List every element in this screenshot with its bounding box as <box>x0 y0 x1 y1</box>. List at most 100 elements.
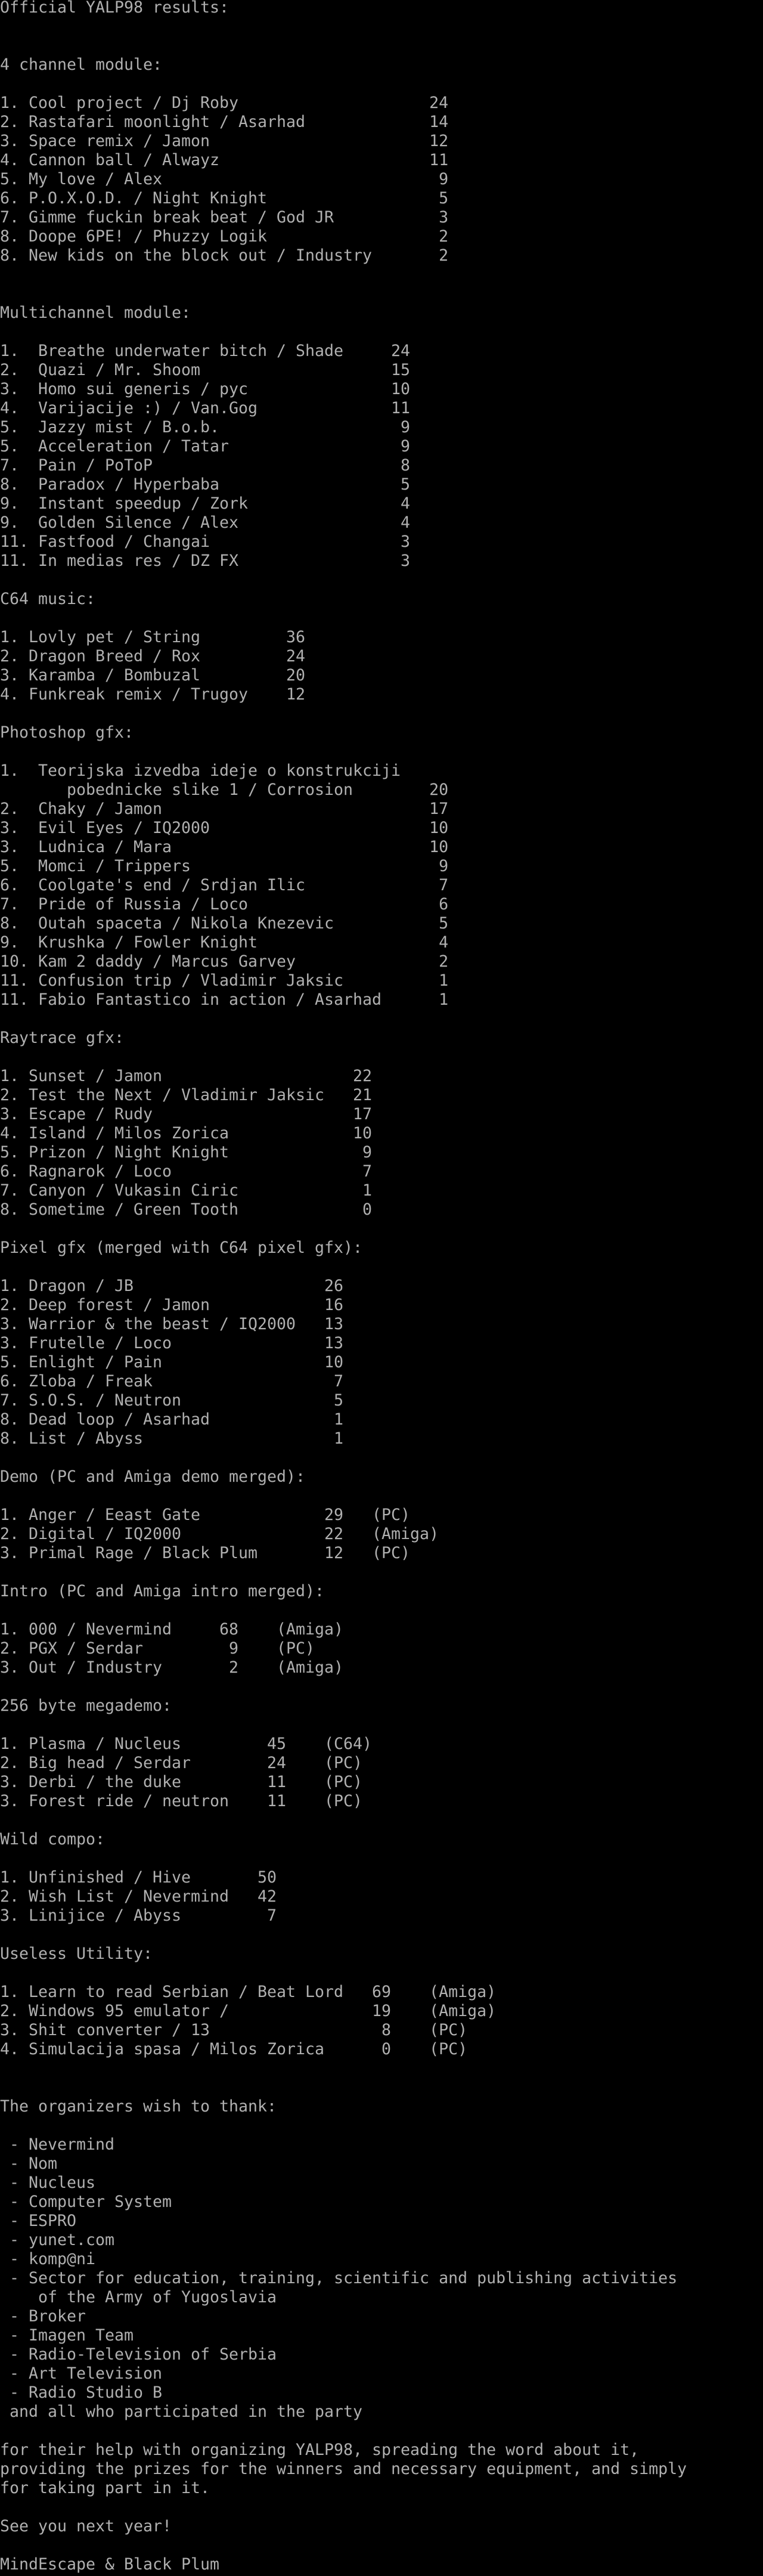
result-row: 4. Cannon ball / Alwayz 11 <box>0 151 449 169</box>
result-row: 9. Krushka / Fowler Knight 4 <box>0 933 449 952</box>
section-heading: Useless Utility: <box>0 1945 153 1963</box>
blank-line <box>0 284 763 304</box>
result-row: 2. PGX / Serdar 9 (PC) <box>0 1639 315 1658</box>
thanks-item: - Sector for education, training, scient… <box>0 2269 678 2287</box>
result-row: 8. New kids on the block out / Industry … <box>0 246 449 265</box>
paragraph-line: providing the prizes for the winners and… <box>0 2460 687 2478</box>
blank-line <box>0 1601 763 1620</box>
result-row: 6. Ragnarok / Loco 7 <box>0 1162 373 1181</box>
thanks-item: - Broker <box>0 2307 86 2326</box>
blank-line <box>0 2059 763 2078</box>
result-row: 8. Dead loop / Asarhad 1 <box>0 1410 344 1429</box>
result-row: 6. Zloba / Freak 7 <box>0 1372 344 1391</box>
section-heading: Intro (PC and Amiga intro merged): <box>0 1582 325 1600</box>
thanks-item: - Computer System <box>0 2193 172 2211</box>
paragraph-line: for their help with organizing YALP98, s… <box>0 2441 640 2459</box>
blank-line <box>0 2422 763 2441</box>
result-row: 6. Coolgate's end / Srdjan Ilic 7 <box>0 876 449 894</box>
result-row: 1. Sunset / Jamon 22 <box>0 1067 373 1085</box>
result-row: 1. Breathe underwater bitch / Shade 24 <box>0 342 411 360</box>
result-row: 1. Learn to read Serbian / Beat Lord 69 … <box>0 1983 497 2001</box>
result-row: 3. Warrior & the beast / IQ2000 13 <box>0 1315 344 1333</box>
result-row: 7. Gimme fuckin break beat / God JR 3 <box>0 208 449 227</box>
blank-line <box>0 1010 763 1029</box>
blank-line <box>0 571 763 590</box>
thanks-item: - Nom <box>0 2154 58 2173</box>
thanks-item: - Radio-Television of Serbia <box>0 2345 277 2364</box>
result-row: 3. Linijice / Abyss 7 <box>0 1906 277 1925</box>
result-row: 5. My love / Alex 9 <box>0 170 449 188</box>
result-row: 3. Evil Eyes / IQ2000 10 <box>0 819 449 837</box>
thanks-item: - komp@ni <box>0 2250 96 2268</box>
thanks-item: - Imagen Team <box>0 2326 134 2345</box>
blank-line <box>0 1677 763 1696</box>
result-row: 3. Ludnica / Mara 10 <box>0 838 449 856</box>
result-row: 2. Wish List / Nevermind 42 <box>0 1887 277 1906</box>
result-row: 11. Fabio Fantastico in action / Asarhad… <box>0 990 449 1009</box>
result-row: 8. Outah spaceta / Nikola Knezevic 5 <box>0 914 449 933</box>
result-row: 2. Dragon Breed / Rox 24 <box>0 647 306 665</box>
result-row: 4. Varijacije :) / Van.Gog 11 <box>0 399 411 417</box>
thanks-item: - Art Television <box>0 2364 163 2383</box>
result-row: 3. Shit converter / 13 8 (PC) <box>0 2021 468 2039</box>
thanks-item: - yunet.com <box>0 2231 115 2249</box>
result-row: 5. Acceleration / Tatar 9 <box>0 437 411 456</box>
result-row: 7. Pain / PoToP 8 <box>0 456 411 475</box>
result-row: 2. Windows 95 emulator / 19 (Amiga) <box>0 2002 497 2020</box>
result-row: 6. P.O.X.O.D. / Night Knight 5 <box>0 189 449 208</box>
result-row: 1. 000 / Nevermind 68 (Amiga) <box>0 1620 344 1639</box>
result-row: 2. Deep forest / Jamon 16 <box>0 1296 344 1314</box>
blank-line <box>0 2078 763 2097</box>
blank-line <box>0 1849 763 1868</box>
result-row: 4. Funkreak remix / Trugoy 12 <box>0 685 306 704</box>
blank-line <box>0 2536 763 2555</box>
result-row: 11. In medias res / DZ FX 3 <box>0 552 411 570</box>
result-row: 3. Frutelle / Loco 13 <box>0 1334 344 1352</box>
section-heading: C64 music: <box>0 590 96 608</box>
blank-line <box>0 742 763 761</box>
thanks-item: - ESPRO <box>0 2212 77 2230</box>
blank-line <box>0 1048 763 1067</box>
result-row: 10. Kam 2 daddy / Marcus Garvey 2 <box>0 952 449 971</box>
result-row: 11. Fastfood / Changai 3 <box>0 532 411 551</box>
result-row: 2. Rastafari moonlight / Asarhad 14 <box>0 113 449 131</box>
blank-line <box>0 323 763 342</box>
result-row: 7. Pride of Russia / Loco 6 <box>0 895 449 914</box>
result-row: 8. Paradox / Hyperbaba 5 <box>0 475 411 494</box>
result-row: 3. Escape / Rudy 17 <box>0 1105 373 1123</box>
result-row: 4. Island / Milos Zorica 10 <box>0 1124 373 1143</box>
result-row: 1. Cool project / Dj Roby 24 <box>0 94 449 112</box>
paragraph-line: for taking part in it. <box>0 2479 210 2497</box>
result-row: 2. Big head / Serdar 24 (PC) <box>0 1754 363 1772</box>
thanks-item: - Radio Studio B <box>0 2383 163 2402</box>
result-row: 1. Dragon / JB 26 <box>0 1277 344 1295</box>
result-row: 8. List / Abyss 1 <box>0 1429 344 1448</box>
section-heading: Raytrace gfx: <box>0 1029 125 1047</box>
result-row: 9. Instant speedup / Zork 4 <box>0 494 411 513</box>
result-row: 1. Unfinished / Hive 50 <box>0 1868 277 1887</box>
blank-line <box>0 75 763 94</box>
result-row: 3. Out / Industry 2 (Amiga) <box>0 1658 344 1677</box>
result-row: pobednicke slike 1 / Corrosion 20 <box>0 781 449 799</box>
blank-line <box>0 1258 763 1277</box>
result-row: 2. Digital / IQ2000 22 (Amiga) <box>0 1525 439 1543</box>
blank-line <box>0 1448 763 1467</box>
blank-line <box>0 1219 763 1239</box>
thanks-item: - Nucleus <box>0 2174 96 2192</box>
result-row: 1. Anger / Eeast Gate 29 (PC) <box>0 1506 411 1524</box>
section-heading: Photoshop gfx: <box>0 723 134 742</box>
result-row: 3. Homo sui generis / pyc 10 <box>0 380 411 398</box>
blank-line <box>0 265 763 284</box>
result-row: 2. Chaky / Jamon 17 <box>0 800 449 818</box>
section-heading: 4 channel module: <box>0 55 163 74</box>
thanks-item: of the Army of Yugoslavia <box>0 2288 277 2306</box>
thanks-item: and all who participated in the party <box>0 2402 363 2421</box>
result-row: 11. Confusion trip / Vladimir Jaksic 1 <box>0 971 449 990</box>
result-row: 7. S.O.S. / Neutron 5 <box>0 1391 344 1410</box>
result-row: 7. Canyon / Vukasin Ciric 1 <box>0 1181 373 1200</box>
result-row: 3. Space remix / Jamon 12 <box>0 132 449 150</box>
result-row: 2. Test the Next / Vladimir Jaksic 21 <box>0 1086 373 1104</box>
blank-line <box>0 2498 763 2517</box>
blank-line <box>0 36 763 55</box>
section-heading: Demo (PC and Amiga demo merged): <box>0 1467 306 1486</box>
